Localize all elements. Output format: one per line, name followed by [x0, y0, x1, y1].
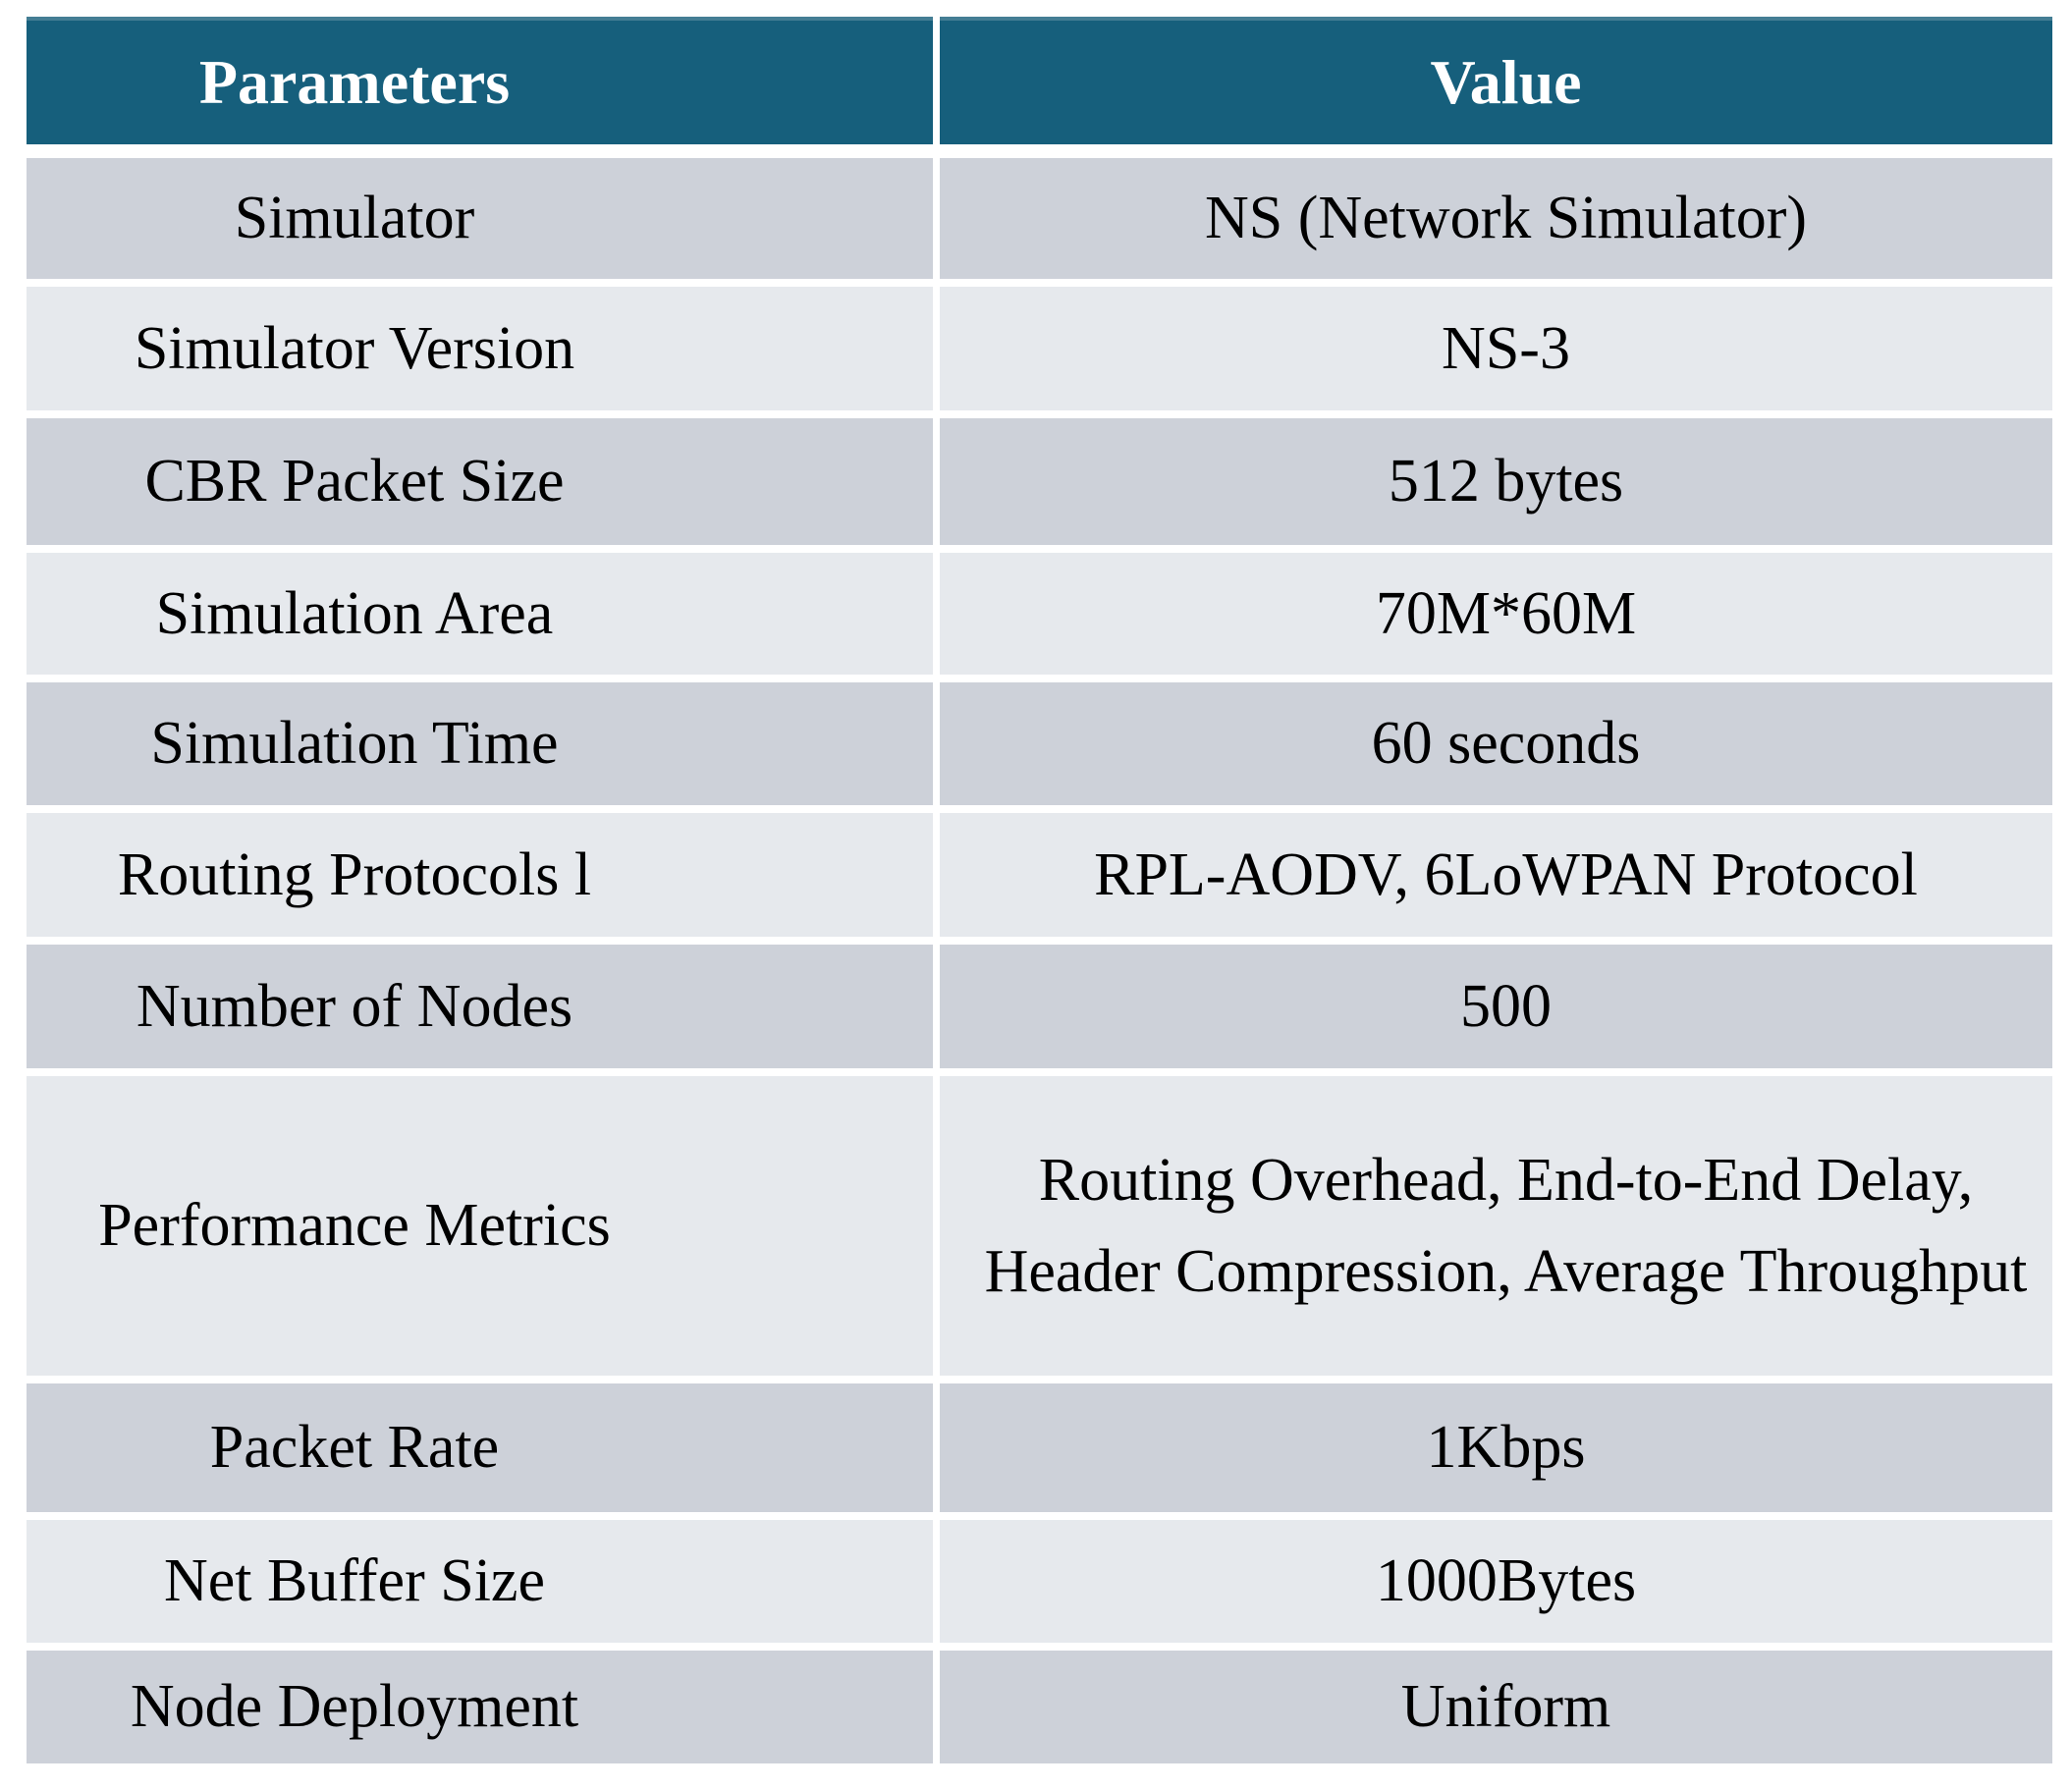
value-cell: 1000Bytes — [940, 1520, 2052, 1643]
table-row-node-deployment: Node Deployment Uniform — [27, 1651, 2052, 1763]
header-value: Value — [940, 17, 2052, 144]
param-cell: Routing Protocols l — [27, 813, 933, 937]
param-cell: Net Buffer Size — [27, 1520, 933, 1643]
table-row-simulation-area: Simulation Area 70M*60M — [27, 553, 2052, 675]
table-row-cbr-packet-size: CBR Packet Size 512 bytes — [27, 418, 2052, 545]
table-row-routing-protocols: Routing Protocols l RPL-AODV, 6LoWPAN Pr… — [27, 813, 2052, 937]
value-cell: Uniform — [940, 1651, 2052, 1763]
value-cell: NS (Network Simulator) — [940, 158, 2052, 279]
table-header-row: Parameters Value — [27, 17, 2052, 144]
table-row-simulation-time: Simulation Time 60 seconds — [27, 682, 2052, 805]
value-cell: 70M*60M — [940, 553, 2052, 675]
table-row-simulator-version: Simulator Version NS-3 — [27, 287, 2052, 410]
param-cell: Node Deployment — [27, 1651, 933, 1763]
param-cell: CBR Packet Size — [27, 418, 933, 545]
value-cell: 1Kbps — [940, 1383, 2052, 1512]
value-cell: RPL-AODV, 6LoWPAN Protocol — [940, 813, 2052, 937]
table-row-packet-rate: Packet Rate 1Kbps — [27, 1383, 2052, 1512]
value-cell: Routing Overhead, End-to-End Delay, Head… — [940, 1076, 2052, 1376]
value-cell: 500 — [940, 945, 2052, 1068]
value-cell: 60 seconds — [940, 682, 2052, 805]
table-row-simulator: Simulator NS (Network Simulator) — [27, 158, 2052, 279]
table-row-performance-metrics: Performance Metrics Routing Overhead, En… — [27, 1076, 2052, 1376]
param-cell: Number of Nodes — [27, 945, 933, 1068]
param-cell: Simulation Time — [27, 682, 933, 805]
param-cell: Packet Rate — [27, 1383, 933, 1512]
param-cell: Simulator — [27, 158, 933, 279]
table-row-net-buffer-size: Net Buffer Size 1000Bytes — [27, 1520, 2052, 1643]
header-parameters: Parameters — [27, 17, 933, 144]
table-row-number-of-nodes: Number of Nodes 500 — [27, 945, 2052, 1068]
param-cell: Simulation Area — [27, 553, 933, 675]
param-cell: Simulator Version — [27, 287, 933, 410]
simulation-parameters-table: Parameters Value Simulator NS (Network S… — [27, 17, 2052, 1771]
value-cell: 512 bytes — [940, 418, 2052, 545]
value-cell: NS-3 — [940, 287, 2052, 410]
param-cell: Performance Metrics — [27, 1076, 933, 1376]
